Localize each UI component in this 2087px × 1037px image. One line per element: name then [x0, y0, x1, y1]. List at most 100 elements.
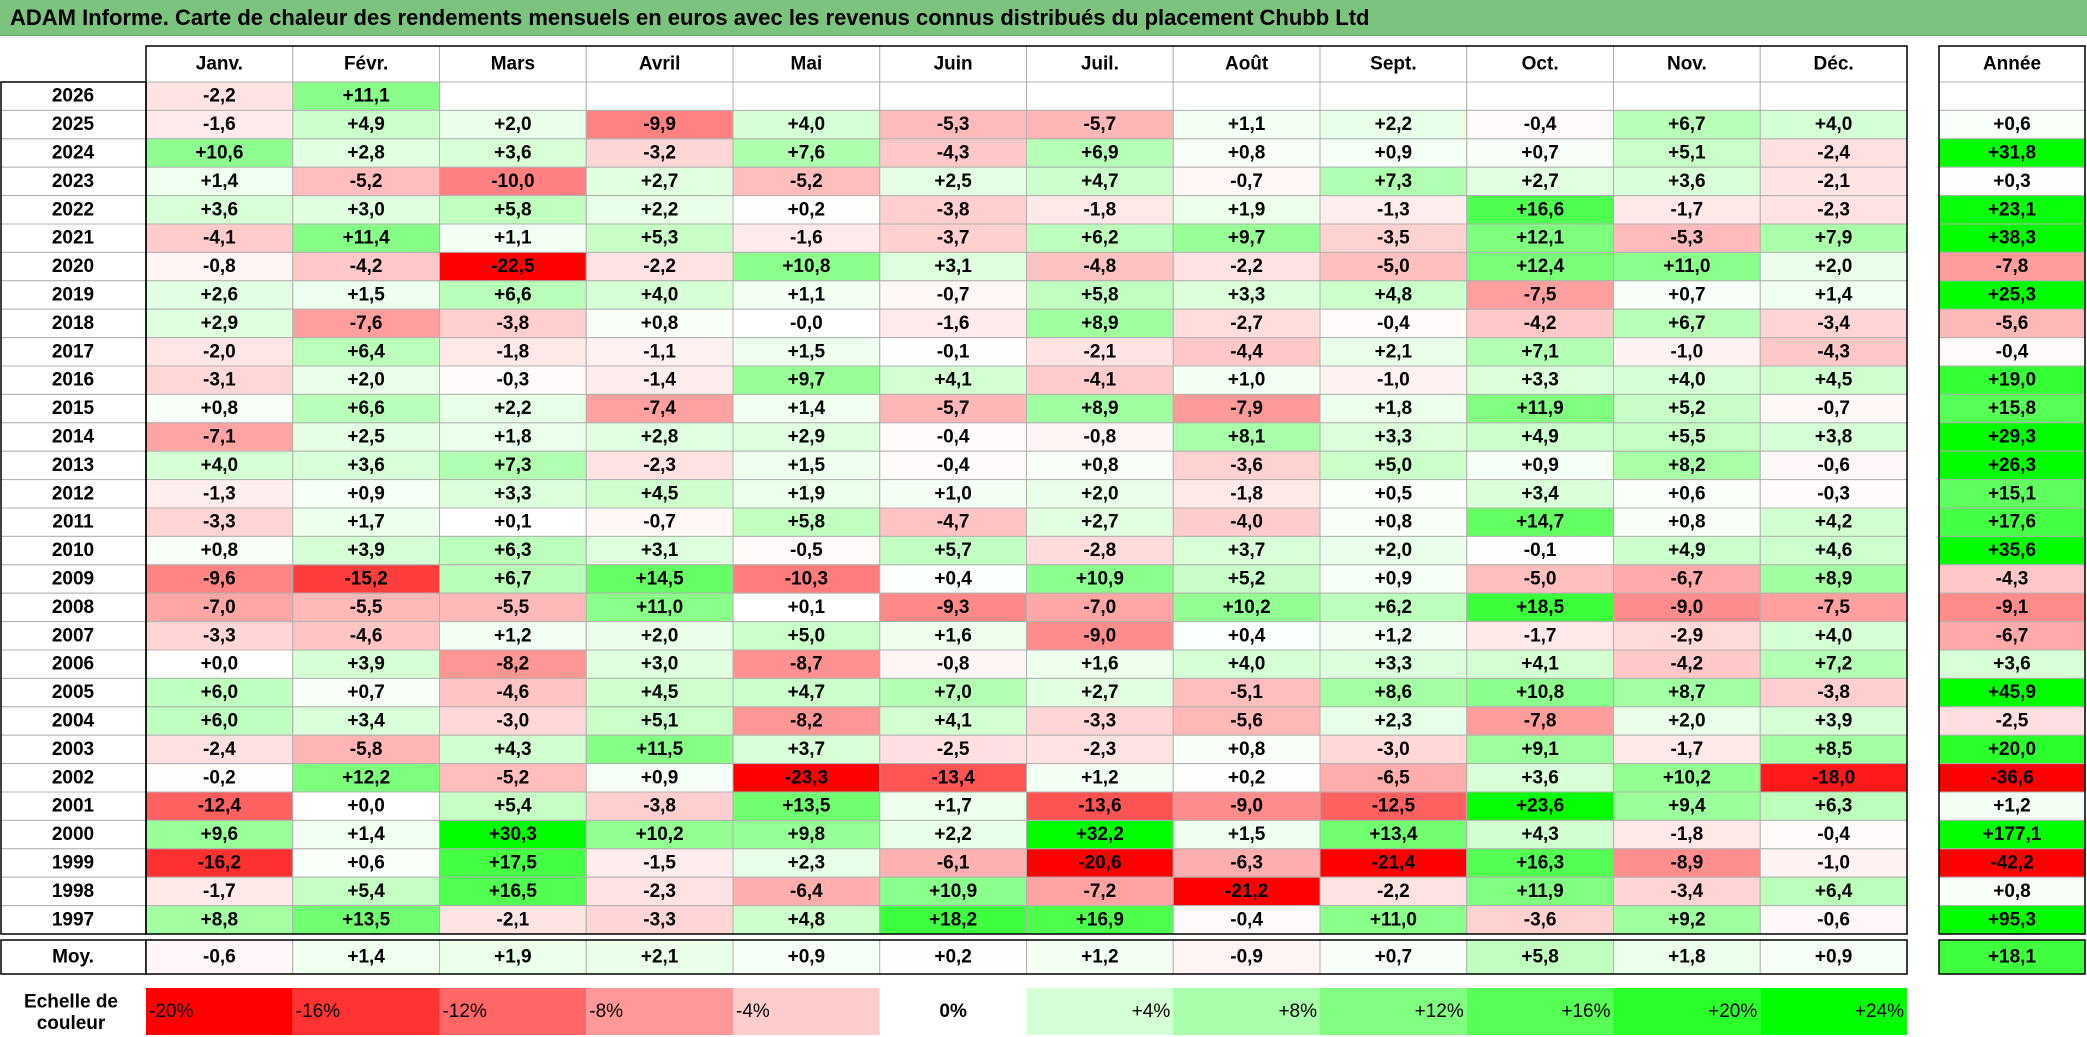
heat-value: +0,8 — [1375, 512, 1413, 533]
heat-value: -0,7 — [937, 285, 970, 306]
heat-cell — [292, 791, 440, 821]
heat-value: +1,2 — [1375, 625, 1413, 646]
heat-value: -2,4 — [203, 739, 236, 760]
heat-value: -6,4 — [790, 881, 823, 902]
heat-value: -5,2 — [497, 767, 530, 788]
heat-value: -6,1 — [937, 853, 970, 874]
heat-value: +0,7 — [347, 682, 385, 703]
heat-cell — [1026, 535, 1174, 566]
heat-value: -0,0 — [790, 313, 823, 334]
heat-value: +1,7 — [347, 512, 385, 533]
heat-value: +3,8 — [1815, 427, 1853, 448]
heat-value: +2,6 — [201, 285, 239, 306]
heat-value: +8,2 — [1668, 455, 1706, 476]
heat-value: +9,7 — [1228, 228, 1266, 249]
heat-value: +2,9 — [201, 313, 239, 334]
scale-swatch — [1760, 988, 1907, 1035]
heat-value: +4,1 — [1521, 654, 1559, 675]
heat-value: +7,3 — [1375, 171, 1413, 192]
heat-cell — [1613, 734, 1761, 765]
heat-value: +10,9 — [1076, 569, 1124, 590]
heat-cell — [439, 337, 587, 367]
heat-value: -1,7 — [203, 881, 236, 902]
heat-value: -4,1 — [203, 228, 236, 249]
year-label: 2020 — [52, 256, 94, 277]
heat-value: -20,6 — [1078, 853, 1121, 874]
year-label: 2000 — [52, 824, 94, 845]
heat-value: +7,1 — [1521, 341, 1559, 362]
heat-cell — [585, 592, 734, 623]
heat-value: -9,0 — [1671, 597, 1704, 618]
heat-cell — [879, 308, 1027, 339]
heat-value: -0,8 — [1084, 427, 1117, 448]
heat-value: +5,8 — [788, 512, 826, 533]
heat-value: +2,7 — [641, 171, 679, 192]
heat-cell — [1172, 422, 1321, 452]
annual-cell — [1938, 819, 2086, 850]
heat-cell — [439, 876, 587, 907]
heat-cell — [145, 763, 294, 793]
heat-value: +2,1 — [1375, 341, 1413, 362]
annual-cell — [1938, 308, 2086, 339]
year-label: 2015 — [52, 398, 95, 419]
heat-value: +4,0 — [641, 285, 679, 306]
heat-value: -3,8 — [497, 313, 530, 334]
heat-value: -3,8 — [937, 199, 970, 220]
year-cell — [0, 422, 147, 452]
annual-value: -2,5 — [1996, 711, 2029, 732]
year-label: 2014 — [52, 427, 95, 448]
heat-value: -10,3 — [785, 569, 828, 590]
heat-cell — [1613, 450, 1761, 481]
heat-value: +3,3 — [1375, 427, 1413, 448]
heat-value: -12,5 — [1372, 796, 1416, 817]
heat-cell — [1613, 621, 1761, 651]
heat-value: -2,3 — [1084, 739, 1117, 760]
month-header: Déc. — [1814, 54, 1854, 75]
heat-value: -5,0 — [1524, 569, 1557, 590]
heat-value: +5,1 — [1668, 143, 1706, 164]
heat-value: -3,8 — [1817, 682, 1850, 703]
heat-value: +4,5 — [1815, 370, 1853, 391]
annual-value: +1,2 — [1993, 796, 2031, 817]
heat-cell — [1026, 81, 1174, 111]
heat-value: +4,1 — [934, 370, 972, 391]
heat-value: +4,0 — [201, 455, 239, 476]
annual-value: +20,0 — [1988, 739, 2036, 760]
heat-cell — [292, 450, 440, 481]
scale-stop-label: +12% — [1415, 1001, 1464, 1022]
annual-value: +29,3 — [1988, 427, 2036, 448]
heat-cell — [292, 734, 440, 765]
heat-value: +3,4 — [347, 711, 385, 732]
annual-value: -7,8 — [1996, 256, 2029, 277]
heat-value: -3,3 — [1084, 711, 1117, 732]
heat-cell — [1466, 848, 1614, 878]
heat-cell — [1759, 848, 1908, 878]
heat-value: -3,2 — [643, 143, 676, 164]
heat-value: +16,5 — [489, 881, 538, 902]
heat-value: +2,5 — [347, 427, 385, 448]
annual-value: -9,1 — [1996, 597, 2029, 618]
average-cell — [1026, 939, 1174, 975]
heat-value: -0,2 — [203, 767, 236, 788]
heat-value: +4,8 — [1375, 285, 1413, 306]
month-header: Janv. — [196, 54, 243, 75]
average-value: +1,9 — [494, 947, 532, 968]
year-cell — [0, 393, 147, 424]
heat-value: +5,4 — [347, 881, 385, 902]
heat-value: +11,0 — [1663, 256, 1710, 277]
heat-value: +0,1 — [494, 512, 532, 533]
average-value: +5,8 — [1521, 947, 1559, 968]
scale-swatch — [146, 988, 293, 1035]
heat-value: -1,0 — [1377, 370, 1410, 391]
heat-value: +8,9 — [1081, 398, 1119, 419]
heat-cell — [1466, 706, 1614, 736]
heat-value: +18,2 — [929, 909, 977, 930]
heat-value: +9,7 — [788, 370, 826, 391]
heat-value: -7,1 — [203, 427, 236, 448]
heat-cell — [879, 876, 1027, 907]
scale-stop-label: -4% — [736, 1001, 770, 1022]
heat-value: -7,0 — [1084, 597, 1117, 618]
heat-cell — [1026, 251, 1174, 282]
heat-value: -0,7 — [1230, 171, 1263, 192]
heat-value: +1,0 — [1228, 370, 1266, 391]
